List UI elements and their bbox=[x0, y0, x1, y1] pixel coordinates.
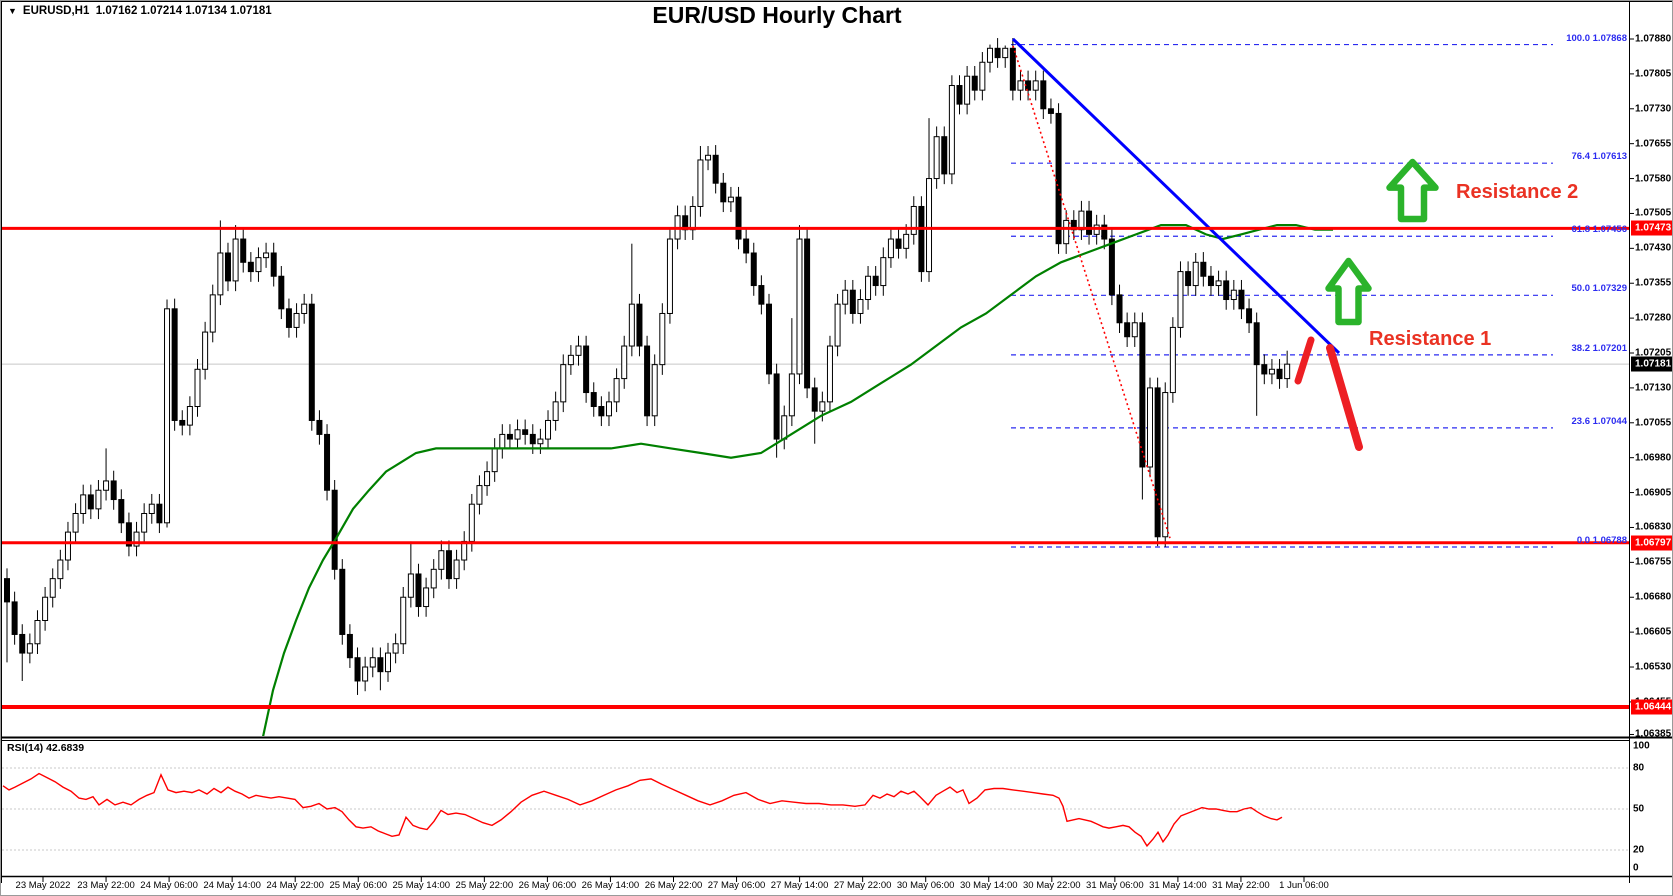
time-axis-label: 27 May 06:00 bbox=[707, 880, 766, 891]
price-axis-label: 1.07130 bbox=[1635, 382, 1672, 394]
price-axis-label: 1.07430 bbox=[1635, 242, 1672, 254]
price-axis-label: 1.07880 bbox=[1635, 33, 1672, 45]
rsi-axis-label: 80 bbox=[1633, 762, 1645, 774]
rsi-indicator-label: RSI(14) 42.6839 bbox=[7, 742, 85, 754]
falling-dotted-line bbox=[1012, 45, 1171, 539]
fib-level-label: 76.4 1.07613 bbox=[1571, 151, 1627, 163]
time-axis-label: 1 Jun 06:00 bbox=[1279, 880, 1329, 891]
up-arrow-icon bbox=[1325, 257, 1372, 326]
time-axis-label: 26 May 06:00 bbox=[518, 880, 577, 891]
time-axis-label: 25 May 06:00 bbox=[329, 880, 388, 891]
price-axis-label: 1.06980 bbox=[1635, 452, 1672, 464]
rsi-line bbox=[2, 772, 1283, 848]
price-axis-label: 1.07730 bbox=[1635, 103, 1672, 115]
price-tag-level: 1.06444 bbox=[1631, 699, 1672, 715]
time-axis-label: 24 May 06:00 bbox=[140, 880, 198, 891]
price-axis-label: 1.07355 bbox=[1635, 277, 1672, 289]
time-axis-label: 30 May 06:00 bbox=[896, 880, 955, 891]
symbol-dropdown-icon[interactable]: ▼ bbox=[8, 5, 17, 16]
descending-trendline bbox=[1011, 37, 1341, 355]
fib-level-label: 23.6 1.07044 bbox=[1571, 415, 1627, 427]
fib-level-label: 100.0 1.07868 bbox=[1566, 32, 1627, 44]
time-axis-label: 31 May 06:00 bbox=[1086, 880, 1144, 891]
time-axis-label: 26 May 14:00 bbox=[581, 880, 640, 891]
time-axis-label: 31 May 22:00 bbox=[1212, 880, 1270, 891]
up-arrow-icon bbox=[1386, 158, 1439, 223]
price-axis-label: 1.06605 bbox=[1635, 626, 1672, 638]
symbol-quote-line: EURUSD,H1 1.07162 1.07214 1.07134 1.0718… bbox=[22, 5, 272, 17]
time-axis-label: 31 May 14:00 bbox=[1149, 880, 1207, 891]
resistance-2-label: Resistance 2 bbox=[1456, 181, 1579, 203]
fib-level-label: 38.2 1.07201 bbox=[1571, 342, 1627, 354]
price-axis-label: 1.07280 bbox=[1635, 312, 1672, 324]
price-tag-level: 1.07473 bbox=[1631, 220, 1672, 236]
price-axis-label: 1.06385 bbox=[1635, 728, 1672, 740]
time-axis-label: 24 May 22:00 bbox=[266, 880, 324, 891]
price-axis-label: 1.07655 bbox=[1635, 138, 1672, 150]
rsi-axis-label: 50 bbox=[1633, 803, 1645, 815]
time-axis-label: 25 May 22:00 bbox=[455, 880, 514, 891]
time-axis-label: 26 May 22:00 bbox=[644, 880, 703, 891]
time-axis-label: 27 May 14:00 bbox=[770, 880, 829, 891]
fib-level-label: 0.0 1.06788 bbox=[1576, 534, 1627, 546]
fib-level-label: 61.8 1.07456 bbox=[1571, 224, 1627, 236]
price-axis-label: 1.07055 bbox=[1635, 417, 1672, 429]
price-tag-level: 1.06797 bbox=[1631, 535, 1672, 551]
time-axis-label: 27 May 22:00 bbox=[833, 880, 892, 891]
price-axis-label: 1.07205 bbox=[1635, 347, 1672, 359]
resistance-1-label: Resistance 1 bbox=[1369, 328, 1492, 350]
moving-average-line bbox=[262, 224, 1333, 736]
chart-title: EUR/USD Hourly Chart bbox=[652, 2, 902, 28]
price-tag-current: 1.07181 bbox=[1631, 356, 1672, 372]
time-axis-label: 24 May 14:00 bbox=[203, 880, 261, 891]
red-down-arrow bbox=[1326, 344, 1363, 451]
symbol-info[interactable]: ▼ EURUSD,H1 1.07162 1.07214 1.07134 1.07… bbox=[8, 5, 272, 17]
time-axis-label: 30 May 14:00 bbox=[959, 880, 1018, 891]
price-axis-label: 1.07580 bbox=[1635, 173, 1672, 185]
rsi-axis-label: 100 bbox=[1633, 740, 1650, 752]
price-axis-label: 1.06830 bbox=[1635, 521, 1672, 533]
time-axis-label: 25 May 14:00 bbox=[392, 880, 451, 891]
price-axis-label: 1.06680 bbox=[1635, 591, 1672, 603]
rsi-axis-label: 0 bbox=[1633, 862, 1639, 874]
candlestick-series bbox=[4, 38, 1291, 695]
time-axis-label: 23 May 22:00 bbox=[77, 880, 135, 891]
time-axis-label: 23 May 2022 bbox=[15, 880, 71, 891]
time-axis-label: 30 May 22:00 bbox=[1023, 880, 1081, 891]
price-axis-label: 1.06755 bbox=[1635, 556, 1672, 568]
fib-level-label: 50.0 1.07329 bbox=[1571, 283, 1627, 295]
rsi-axis-label: 20 bbox=[1633, 844, 1645, 856]
price-axis-label: 1.07805 bbox=[1635, 68, 1672, 80]
price-axis-label: 1.06905 bbox=[1635, 487, 1672, 499]
red-marker-stroke bbox=[1294, 336, 1315, 385]
price-axis-label: 1.07505 bbox=[1635, 207, 1672, 219]
price-axis-label: 1.06530 bbox=[1635, 661, 1672, 673]
